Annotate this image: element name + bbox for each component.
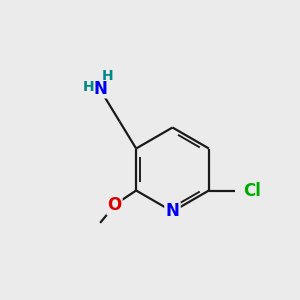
Text: H: H <box>102 69 113 83</box>
Text: H: H <box>82 80 94 94</box>
Text: N: N <box>166 202 179 220</box>
Text: O: O <box>107 196 122 214</box>
Text: N: N <box>93 80 107 98</box>
Text: Cl: Cl <box>243 182 261 200</box>
